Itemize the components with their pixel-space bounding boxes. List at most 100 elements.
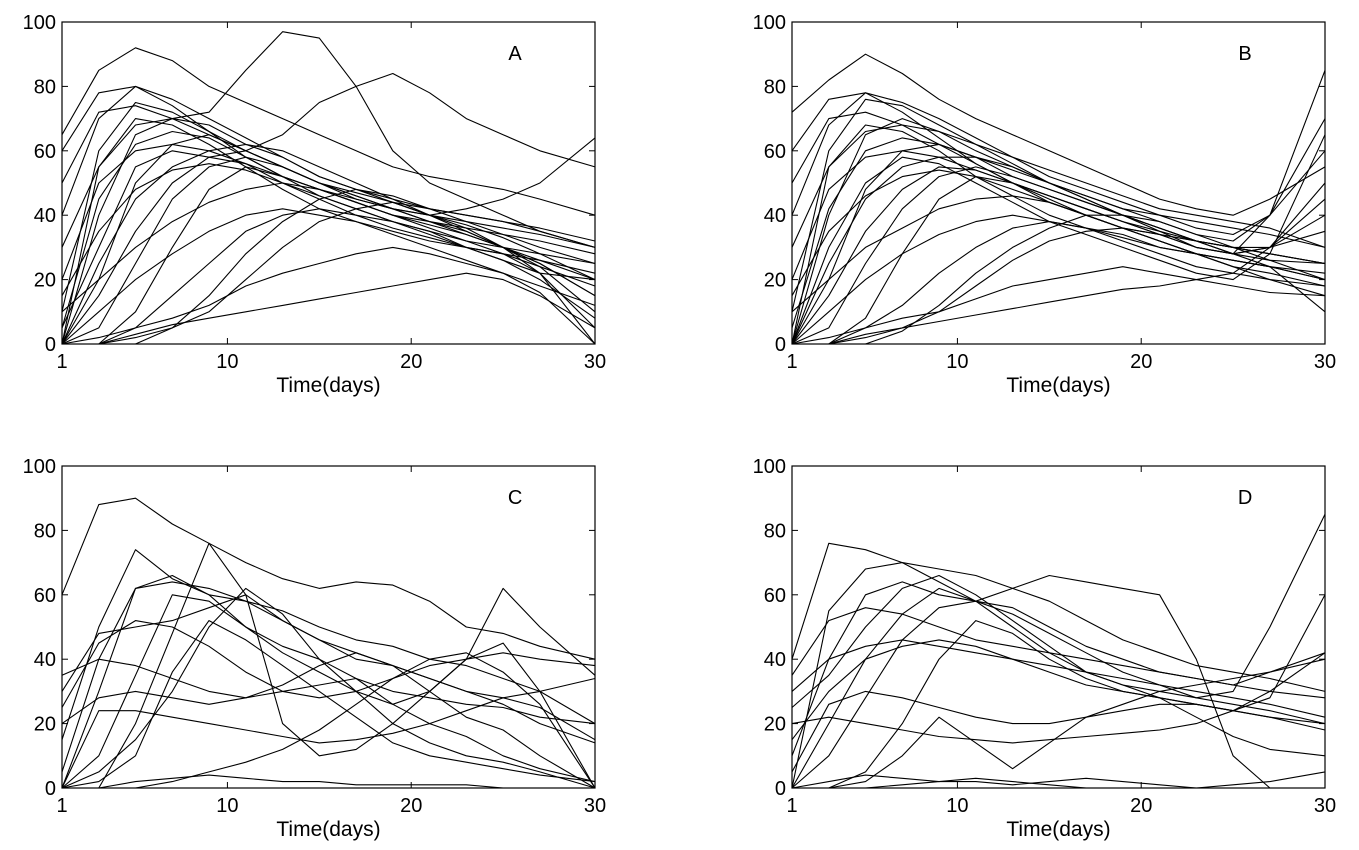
y-tick-label: 100 bbox=[23, 456, 56, 478]
series-line-13 bbox=[791, 639, 1326, 741]
series-line-20 bbox=[792, 182, 1326, 345]
x-axis-label: Time(days) bbox=[1006, 818, 1110, 841]
series-line-6 bbox=[62, 542, 596, 789]
series-line-23 bbox=[791, 195, 1326, 313]
series-line-17 bbox=[61, 143, 596, 345]
y-tick-label: 0 bbox=[775, 778, 786, 800]
series-line-15 bbox=[61, 620, 596, 789]
series-line-1 bbox=[791, 542, 1326, 692]
series-line-12 bbox=[792, 658, 1326, 789]
y-tick-label: 80 bbox=[764, 76, 786, 98]
series-group bbox=[791, 53, 1326, 345]
series-line-6 bbox=[791, 600, 1326, 789]
y-tick-label: 60 bbox=[764, 585, 786, 607]
y-tick-label: 60 bbox=[764, 141, 786, 163]
series-line-13 bbox=[62, 774, 595, 789]
y-tick-label: 60 bbox=[34, 141, 56, 163]
y-tick-label: 80 bbox=[764, 520, 786, 542]
axes-frame bbox=[61, 465, 596, 789]
x-tick-label: 30 bbox=[1314, 351, 1336, 373]
series-line-3 bbox=[791, 118, 1326, 345]
x-tick-label: 30 bbox=[1314, 795, 1336, 817]
chart-panel-c: 1 10 20 30 0 20 40 60 80 100 Time(days) C bbox=[23, 456, 607, 841]
chart-panel-b: 1 10 20 30 0 20 40 60 80 100 Time(days) B bbox=[753, 12, 1337, 397]
series-line-7 bbox=[791, 594, 1326, 773]
series-line-14 bbox=[792, 777, 1325, 789]
series-line-7 bbox=[61, 31, 596, 248]
panel-label: A bbox=[508, 43, 522, 65]
series-line-11 bbox=[61, 652, 596, 789]
x-tick-label: 10 bbox=[946, 351, 968, 373]
series-line-7 bbox=[791, 124, 1326, 248]
series-line-13 bbox=[61, 246, 596, 345]
y-tick-label: 40 bbox=[764, 205, 786, 227]
chart-panel-a: 1 10 20 30 0 20 40 60 80 100 Time(days) A bbox=[23, 12, 607, 397]
x-tick-label: 10 bbox=[946, 795, 968, 817]
series-line-18 bbox=[62, 188, 596, 345]
series-line-22 bbox=[791, 124, 1326, 345]
series-line-9 bbox=[791, 652, 1326, 744]
series-line-3 bbox=[61, 581, 596, 789]
x-axis-label: Time(days) bbox=[276, 374, 380, 397]
series-line-2 bbox=[791, 562, 1325, 789]
y-tick-label: 100 bbox=[23, 12, 56, 34]
y-tick-label: 100 bbox=[753, 12, 786, 34]
series-line-12 bbox=[791, 266, 1326, 345]
axes-frame bbox=[61, 21, 596, 345]
series-line-3 bbox=[61, 118, 596, 345]
series-line-1 bbox=[61, 47, 596, 216]
x-tick-label: 10 bbox=[216, 795, 238, 817]
x-tick-label: 1 bbox=[56, 795, 67, 817]
axes-frame bbox=[791, 465, 1326, 789]
series-line-2 bbox=[61, 101, 596, 312]
series-group bbox=[791, 514, 1326, 789]
series-line-15 bbox=[791, 574, 1326, 757]
y-tick-label: 100 bbox=[753, 456, 786, 478]
series-line-14 bbox=[61, 594, 596, 744]
y-tick-label: 0 bbox=[45, 778, 56, 800]
x-tick-label: 30 bbox=[584, 351, 606, 373]
series-line-16 bbox=[61, 105, 596, 248]
y-tick-label: 20 bbox=[34, 270, 56, 292]
y-tick-label: 20 bbox=[764, 270, 786, 292]
axes-frame bbox=[791, 21, 1326, 345]
y-tick-label: 40 bbox=[764, 649, 786, 671]
y-tick-label: 60 bbox=[34, 585, 56, 607]
x-tick-label: 1 bbox=[786, 351, 797, 373]
series-line-23 bbox=[61, 118, 596, 345]
series-line-11 bbox=[791, 607, 1326, 699]
series-line-24 bbox=[791, 134, 1326, 345]
series-line-4 bbox=[791, 514, 1326, 789]
series-line-21 bbox=[62, 272, 596, 345]
x-tick-label: 1 bbox=[56, 351, 67, 373]
y-tick-label: 20 bbox=[34, 714, 56, 736]
panel-label: B bbox=[1238, 43, 1251, 65]
series-line-4 bbox=[61, 134, 596, 345]
x-tick-label: 20 bbox=[1130, 795, 1152, 817]
y-tick-label: 40 bbox=[34, 205, 56, 227]
series-line-12 bbox=[61, 574, 596, 783]
series-line-8 bbox=[61, 72, 596, 329]
series-line-8 bbox=[61, 587, 596, 789]
series-group bbox=[61, 497, 596, 789]
x-tick-label: 1 bbox=[786, 795, 797, 817]
series-line-16 bbox=[791, 156, 1326, 345]
x-tick-label: 30 bbox=[584, 795, 606, 817]
series-line-10 bbox=[62, 652, 596, 789]
series-line-6 bbox=[792, 70, 1326, 345]
y-tick-label: 40 bbox=[34, 649, 56, 671]
series-line-19 bbox=[791, 214, 1326, 345]
chart-panel-d: 1 10 20 30 0 20 40 60 80 100 Time(days) D bbox=[753, 456, 1337, 841]
series-line-20 bbox=[61, 208, 596, 345]
y-tick-label: 20 bbox=[764, 714, 786, 736]
panel-label: D bbox=[1238, 487, 1252, 509]
panel-label: C bbox=[508, 487, 522, 509]
x-tick-label: 20 bbox=[1130, 351, 1152, 373]
y-tick-label: 0 bbox=[45, 334, 56, 356]
series-line-10 bbox=[791, 771, 1326, 789]
y-tick-label: 80 bbox=[34, 520, 56, 542]
series-line-5 bbox=[791, 639, 1326, 718]
series-line-15 bbox=[62, 201, 596, 345]
series-line-5 bbox=[61, 620, 596, 708]
